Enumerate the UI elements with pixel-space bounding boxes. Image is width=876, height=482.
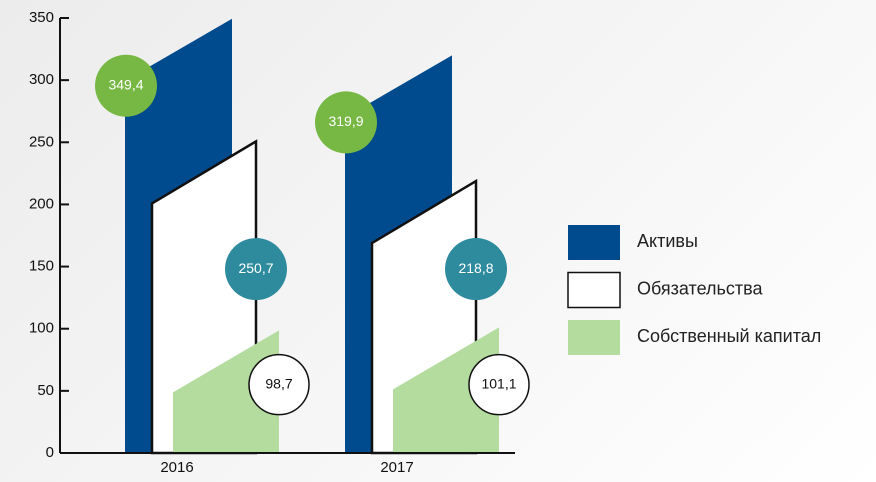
legend-label: Активы: [637, 231, 698, 251]
y-tick-label: 100: [29, 320, 54, 337]
value-label: 349,4: [108, 76, 143, 92]
bar: [393, 327, 499, 453]
legend-label: Собственный капитал: [637, 326, 821, 346]
y-tick-label: 300: [29, 71, 54, 88]
value-label: 250,7: [238, 260, 273, 276]
value-label: 218,8: [458, 260, 493, 276]
value-label-badge: [95, 54, 157, 117]
legend-swatch: [568, 320, 620, 355]
value-label: 98,7: [265, 375, 292, 391]
bar: [173, 330, 279, 453]
y-tick-label: 50: [37, 382, 54, 399]
x-tick-label: 2016: [160, 459, 193, 476]
value-label-badge: [315, 91, 377, 154]
value-label: 319,9: [328, 113, 363, 129]
value-label-badge: [248, 353, 310, 416]
legend-label: Обязательства: [637, 278, 763, 298]
legend-swatch: [567, 271, 621, 309]
y-tick-label: 250: [29, 133, 54, 150]
y-tick-label: 200: [29, 195, 54, 212]
y-tick-label: 350: [29, 9, 54, 26]
value-label-badge: [445, 238, 507, 301]
y-tick-label: 150: [29, 258, 54, 275]
value-label: 101,1: [481, 375, 516, 391]
legend-swatch: [568, 225, 620, 260]
x-tick-label: 2017: [380, 459, 413, 476]
y-tick-label: 0: [46, 444, 54, 461]
value-label-badge: [225, 238, 287, 301]
value-label-badge: [468, 353, 530, 416]
